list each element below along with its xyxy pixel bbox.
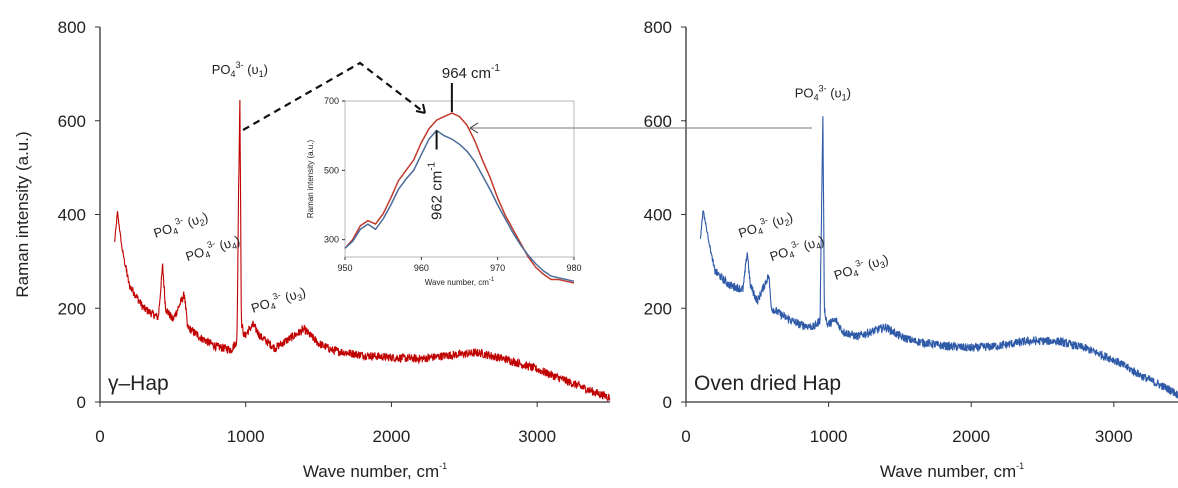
inset-x-tick-label: 980 — [566, 263, 581, 273]
zoom-dashed-line — [242, 61, 426, 131]
left-y-tick-label: 200 — [58, 299, 86, 318]
right-sample-label: Oven dried Hap — [694, 372, 841, 395]
left-y-tick-label: 0 — [77, 393, 86, 412]
inset-y-tick-label: 700 — [324, 96, 339, 106]
left-spectrum-line — [114, 99, 611, 402]
inset-962-label: 962 cm-1 — [427, 161, 446, 220]
left-panel: 0 1000 2000 3000 0 200 400 600 800 PO43- (υ1) PO43… — [13, 18, 611, 481]
left-peak-label: PO43- (υ2) — [151, 207, 210, 242]
inset-panel: 950 960 970 980 300 500 700 Wave number, cm-1 Ra… — [306, 63, 812, 287]
left-peak-label: PO43- (υ4) — [183, 231, 242, 266]
connector-arrowhead — [469, 122, 479, 134]
inset-frame — [344, 100, 575, 258]
right-x-tick-label: 3000 — [1095, 427, 1133, 446]
right-x-tick-label: 2000 — [952, 427, 990, 446]
right-peak-label: PO43- (υ2) — [736, 207, 795, 242]
right-panel: 0 1000 2000 3000 0 200 400 600 800 PO43- (υ1) PO43… — [644, 18, 1178, 481]
left-x-tick-label: 3000 — [518, 427, 556, 446]
inset-y-tick-label: 300 — [324, 235, 339, 245]
left-x-axis-title: Wave number, cm-1 — [303, 461, 447, 481]
inset-y-tick-label: 500 — [324, 165, 339, 175]
left-peak-label: PO43- (υ3) — [249, 282, 308, 317]
right-peak-label: PO43- (υ4) — [767, 231, 826, 266]
inset-x-tick-label: 970 — [490, 263, 505, 273]
inset-x-tick-label: 950 — [337, 263, 352, 273]
inset-x-tick-label: 960 — [414, 263, 429, 273]
right-y-tick-label: 800 — [644, 18, 672, 37]
right-x-axis-title: Wave number, cm-1 — [880, 461, 1024, 481]
left-y-axis-title: Raman intensity (a.u.) — [13, 131, 32, 297]
inset-series-line — [344, 129, 575, 283]
left-y-tick-label: 800 — [58, 18, 86, 37]
inset-y-axis-title: Raman intensity (a.u.) — [306, 140, 315, 219]
right-y-tick-label: 400 — [644, 206, 672, 225]
right-peak-label: PO43- (υ3) — [831, 249, 890, 284]
right-x-tick-label: 0 — [681, 427, 690, 446]
inset-series-line — [344, 112, 575, 284]
left-y-tick-label: 600 — [58, 112, 86, 131]
inset-x-axis-title: Wave number, cm-1 — [425, 277, 495, 287]
right-x-tick-label: 1000 — [810, 427, 848, 446]
left-peak-label: PO43- (υ1) — [212, 60, 268, 79]
right-peak-label: PO43- (υ1) — [795, 83, 851, 102]
left-x-tick-label: 2000 — [373, 427, 411, 446]
inset-964-label: 964 cm-1 — [442, 63, 501, 82]
left-sample-label: γ–Hap — [108, 372, 169, 395]
left-y-tick-label: 400 — [58, 206, 86, 225]
right-y-tick-label: 200 — [644, 299, 672, 318]
left-x-tick-label: 0 — [95, 427, 104, 446]
left-x-tick-label: 1000 — [227, 427, 265, 446]
right-y-tick-label: 0 — [663, 393, 672, 412]
zoom-arrowhead — [415, 103, 426, 114]
right-y-tick-label: 600 — [644, 112, 672, 131]
right-spectrum-line — [699, 116, 1178, 399]
